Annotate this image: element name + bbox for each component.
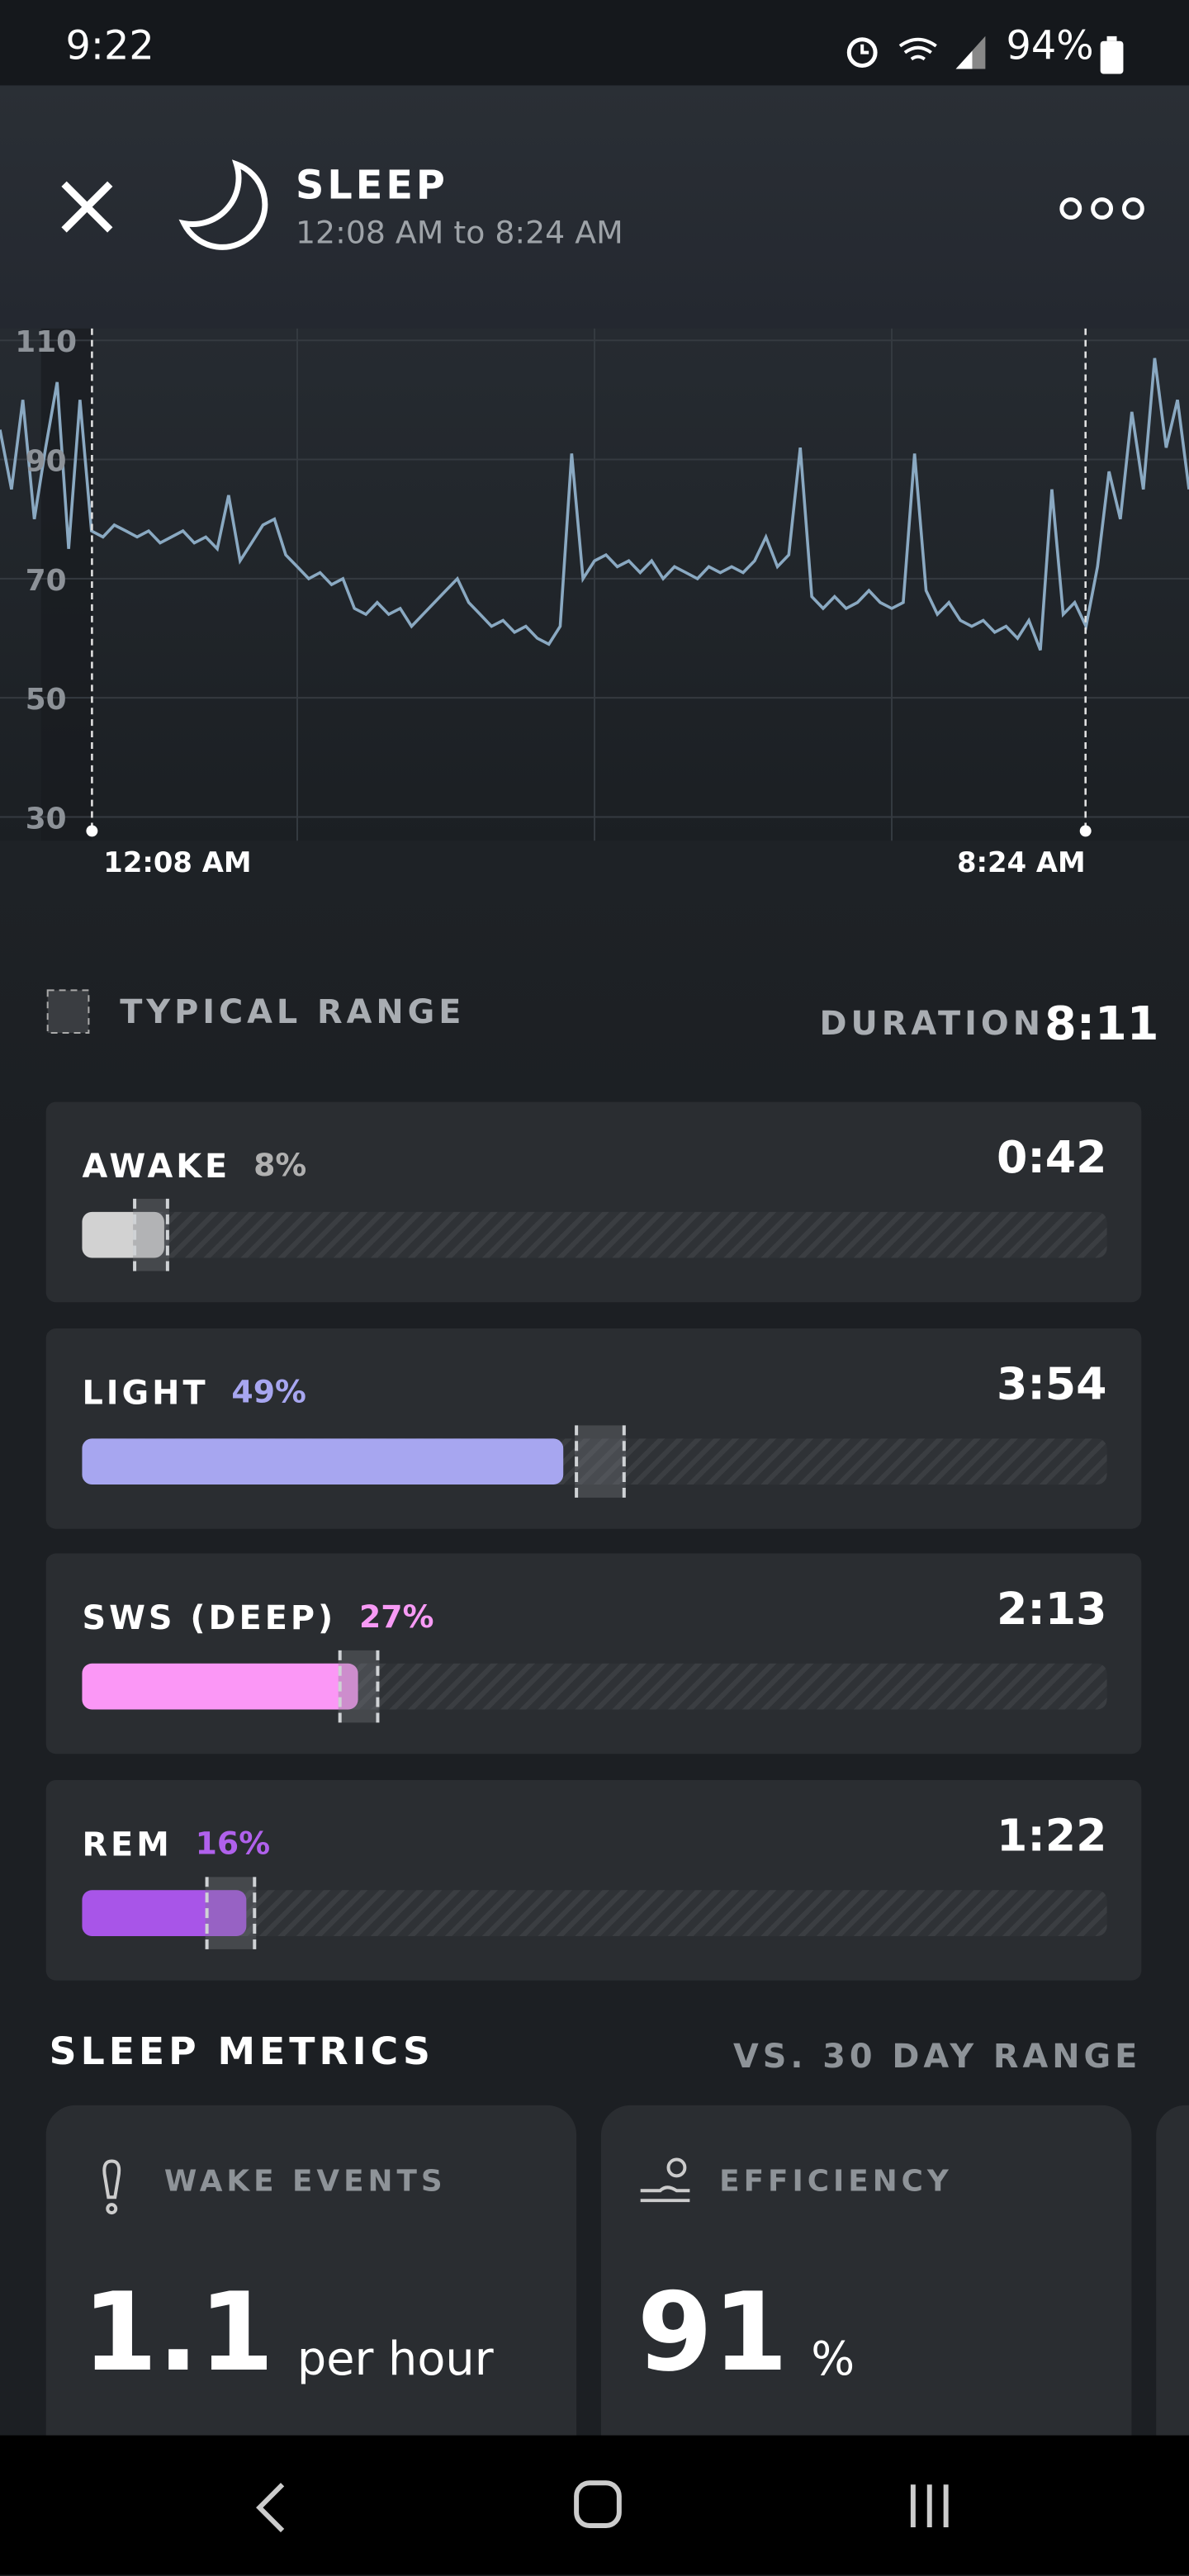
back-button[interactable] bbox=[246, 2478, 296, 2537]
more-button[interactable] bbox=[1058, 194, 1146, 224]
metric-value: 1.1 bbox=[82, 2269, 274, 2396]
metrics-subtitle: VS. 30 DAY RANGE bbox=[732, 2036, 1142, 2076]
header-subtitle: 12:08 AM to 8:24 AM bbox=[296, 215, 623, 252]
metric-label: WAKE EVENTS bbox=[163, 2164, 447, 2200]
stage-card: SWS (DEEP) 27% 2:13 bbox=[45, 1553, 1142, 1754]
typical-range bbox=[133, 1198, 169, 1271]
stage-bar bbox=[82, 1663, 359, 1710]
stage-duration: 2:13 bbox=[996, 1584, 1107, 1636]
moon-icon bbox=[178, 159, 268, 250]
stage-track bbox=[82, 1425, 1107, 1498]
metrics-title: SLEEP METRICS bbox=[49, 2031, 434, 2075]
stage-percent: 27% bbox=[358, 1599, 434, 1636]
close-button[interactable] bbox=[59, 179, 116, 235]
metric-unit: per hour bbox=[296, 2332, 494, 2386]
status-icons bbox=[846, 36, 986, 69]
stage-name: SWS (DEEP) bbox=[82, 1598, 337, 1637]
sleep-boundary-dot bbox=[1079, 825, 1092, 837]
metric-icon bbox=[102, 2159, 121, 2215]
stage-name: LIGHT bbox=[82, 1372, 209, 1413]
home-button[interactable] bbox=[571, 2478, 628, 2534]
heart-rate-chart: 30 50 70 90 110 bbox=[0, 328, 1189, 841]
stage-duration: 1:22 bbox=[996, 1811, 1107, 1863]
clock: 9:22 bbox=[65, 22, 154, 69]
stage-track bbox=[82, 1877, 1107, 1949]
stage-name: REM bbox=[82, 1824, 173, 1864]
stage-track bbox=[82, 1650, 1107, 1723]
status-bar: 9:22 94% bbox=[0, 0, 1189, 86]
stage-percent: 8% bbox=[253, 1148, 307, 1185]
stage-percent: 16% bbox=[195, 1825, 271, 1863]
stage-card: LIGHT 49% 3:54 bbox=[45, 1328, 1142, 1529]
stage-name: AWAKE bbox=[82, 1146, 231, 1186]
stage-card: REM 16% 1:22 bbox=[45, 1780, 1142, 1981]
metric-icon bbox=[640, 2157, 690, 2203]
stage-duration: 0:42 bbox=[996, 1133, 1107, 1185]
legend-label: TYPICAL RANGE bbox=[120, 992, 466, 1032]
stage-card: AWAKE 8% 0:42 bbox=[45, 1101, 1142, 1303]
battery-icon bbox=[1100, 36, 1124, 74]
stage-bar bbox=[82, 1890, 247, 1936]
axis-band bbox=[40, 328, 92, 841]
stage-percent: 49% bbox=[231, 1374, 306, 1411]
duration-label: DURATION bbox=[819, 1003, 1045, 1043]
typical-range bbox=[338, 1650, 380, 1723]
stage-track bbox=[82, 1198, 1107, 1271]
metric-unit: % bbox=[811, 2332, 855, 2386]
nav-bar bbox=[0, 2435, 1189, 2575]
metric-label: EFFICIENCY bbox=[719, 2164, 953, 2200]
recents-button[interactable] bbox=[907, 2478, 963, 2534]
duration-value: 8:11 bbox=[1044, 997, 1159, 1051]
y-tick-label: 110 bbox=[15, 329, 77, 359]
x-tick-label: 8:24 AM bbox=[956, 847, 1086, 881]
sleep-boundary-dot bbox=[86, 825, 98, 837]
stage-bar bbox=[82, 1211, 164, 1258]
y-tick-label: 30 bbox=[26, 802, 67, 836]
stage-duration: 3:54 bbox=[996, 1359, 1107, 1411]
battery-level: 94% bbox=[1006, 22, 1094, 69]
x-tick-label: 12:08 AM bbox=[103, 847, 252, 881]
y-tick-label: 50 bbox=[26, 683, 67, 717]
heart-rate-line bbox=[0, 358, 1189, 651]
typical-range bbox=[205, 1877, 257, 1949]
typical-range-icon bbox=[46, 989, 90, 1035]
y-tick-label: 90 bbox=[26, 444, 67, 478]
y-tick-label: 70 bbox=[26, 564, 67, 598]
typical-range bbox=[574, 1425, 626, 1498]
header-title: SLEEP bbox=[296, 162, 448, 209]
metric-value: 91 bbox=[637, 2269, 789, 2396]
stage-bar bbox=[82, 1438, 564, 1485]
